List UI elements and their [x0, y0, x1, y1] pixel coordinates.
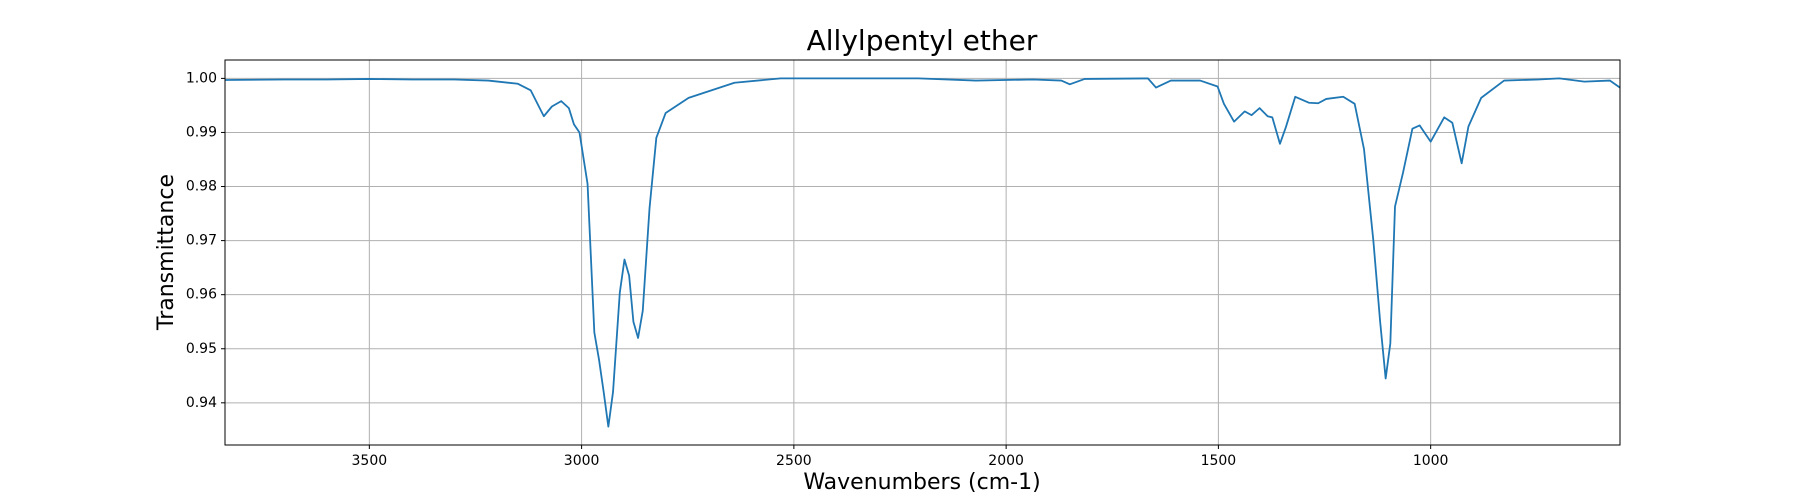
- y-tick-label: 0.97: [186, 233, 217, 249]
- x-tick-label: 1500: [1201, 453, 1237, 469]
- y-tick-label: 0.94: [186, 395, 217, 411]
- y-axis-label: Transmittance: [154, 174, 179, 331]
- x-axis-label: Wavenumbers (cm-1): [803, 470, 1040, 495]
- plot-frame: [224, 59, 1621, 446]
- x-tick-label: 1000: [1413, 453, 1449, 469]
- spectrum-line: [224, 77, 1621, 428]
- y-tick-label: 0.96: [186, 287, 217, 303]
- x-tick-label: 3500: [352, 453, 388, 469]
- y-tick-label: 0.98: [186, 179, 217, 195]
- y-tick-label: 0.95: [186, 341, 217, 357]
- y-tick-label: 1.00: [186, 70, 217, 86]
- chart-title: Allylpentyl ether: [807, 24, 1038, 57]
- x-tick-label: 3000: [564, 453, 600, 469]
- x-tick-label: 2000: [988, 453, 1024, 469]
- x-tick-label: 2500: [776, 453, 812, 469]
- y-tick-label: 0.99: [186, 124, 217, 140]
